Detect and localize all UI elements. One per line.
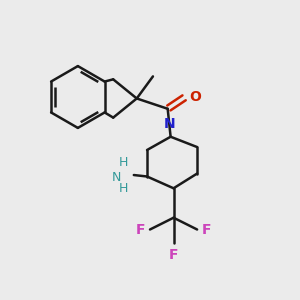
Text: H: H (119, 155, 128, 169)
Text: F: F (202, 223, 211, 236)
Text: F: F (169, 248, 178, 262)
Text: F: F (136, 223, 146, 236)
Text: N: N (112, 171, 122, 184)
Text: N: N (163, 117, 175, 131)
Text: O: O (189, 90, 201, 104)
Text: H: H (119, 182, 128, 195)
